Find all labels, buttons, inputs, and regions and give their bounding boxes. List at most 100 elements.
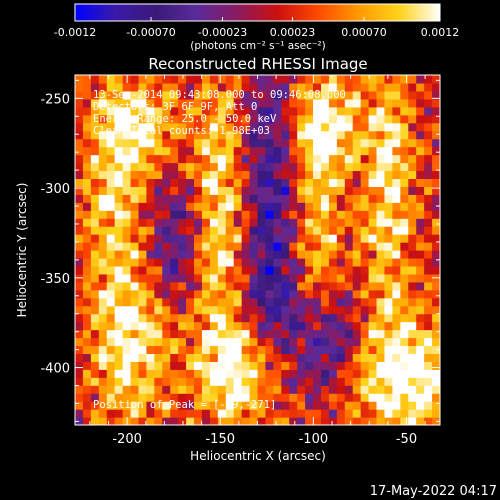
heatmap-cell — [313, 329, 322, 339]
heatmap-cell — [201, 369, 211, 378]
heatmap-cell — [82, 90, 92, 100]
heatmap-cell — [162, 90, 171, 100]
heatmap-cell — [265, 305, 274, 315]
heatmap-cell — [368, 218, 378, 227]
y-axis-label: Heliocentric Y (arcsec) — [15, 183, 29, 318]
heatmap-cell — [376, 297, 386, 307]
heatmap-cell — [209, 210, 219, 219]
heatmap-cell — [360, 257, 370, 267]
heatmap-cell — [424, 250, 433, 259]
heatmap-cell — [178, 321, 187, 331]
heatmap-cell — [328, 417, 338, 425]
heatmap-cell — [424, 377, 433, 386]
heatmap-cell — [186, 218, 195, 227]
heatmap-cell — [75, 257, 84, 267]
heatmap-cell — [424, 138, 433, 148]
heatmap-cell — [241, 289, 251, 299]
heatmap-cell — [344, 82, 354, 92]
heatmap-cell — [106, 90, 116, 100]
heatmap-cell — [400, 154, 409, 164]
heatmap-cell — [297, 138, 306, 148]
heatmap-cell — [146, 281, 155, 291]
heatmap-cell — [344, 242, 354, 251]
heatmap-cell — [368, 361, 378, 370]
heatmap-cell — [368, 337, 378, 347]
heatmap-cell — [257, 393, 267, 402]
heatmap-cell — [416, 218, 425, 227]
heatmap-cell — [297, 186, 306, 195]
heatmap-cell — [281, 242, 290, 251]
heatmap-cell — [233, 305, 243, 315]
heatmap-cell — [352, 329, 362, 339]
heatmap-cell — [82, 409, 92, 418]
heatmap-cell — [154, 218, 163, 227]
heatmap-cell — [289, 313, 298, 323]
heatmap-cell — [114, 305, 124, 315]
heatmap-cell — [257, 265, 267, 275]
heatmap-cell — [376, 154, 386, 164]
heatmap-cell — [114, 401, 124, 410]
heatmap-cell — [392, 250, 401, 259]
heatmap-cell — [162, 210, 171, 219]
heatmap-cell — [114, 178, 124, 187]
heatmap-cell — [138, 210, 148, 219]
heatmap-cell — [368, 257, 378, 267]
heatmap-cell — [209, 218, 219, 227]
heatmap-cell — [178, 210, 187, 219]
heatmap-cell — [305, 130, 314, 140]
heatmap-cell — [82, 186, 92, 195]
heatmap-cell — [257, 273, 267, 283]
heatmap-cell — [376, 130, 386, 140]
heatmap-cell — [138, 313, 148, 323]
heatmap-cell — [82, 82, 92, 92]
heatmap-cell — [194, 202, 203, 211]
heatmap-cell — [289, 385, 298, 394]
heatmap-cell — [297, 218, 306, 227]
heatmap-cell — [106, 114, 116, 124]
heatmap-cell — [138, 226, 148, 235]
heatmap-cell — [233, 377, 243, 386]
heatmap-cell — [352, 218, 362, 227]
heatmap-cell — [376, 170, 386, 179]
heatmap-cell — [328, 409, 338, 418]
heatmap-cell — [249, 361, 259, 370]
heatmap-cell — [265, 345, 274, 354]
heatmap-cell — [98, 401, 108, 410]
heatmap-cell — [416, 409, 425, 418]
heatmap-cell — [162, 353, 171, 362]
heatmap-cell — [336, 305, 346, 315]
heatmap-cell — [146, 250, 155, 259]
heatmap-cell — [170, 265, 179, 275]
heatmap-cell — [368, 202, 378, 211]
heatmap-cell — [384, 345, 393, 354]
heatmap-cell — [336, 385, 346, 394]
heatmap-cell — [416, 202, 425, 211]
heatmap-cell — [170, 138, 179, 148]
heatmap-cell — [82, 281, 92, 291]
heatmap-cell — [146, 273, 155, 283]
heatmap-cell — [328, 194, 338, 203]
heatmap-cell — [233, 265, 243, 275]
heatmap-cell — [194, 337, 203, 347]
heatmap-cell — [336, 218, 346, 227]
heatmap-cell — [336, 162, 346, 172]
heatmap-cell — [305, 417, 314, 425]
heatmap-cell — [90, 273, 100, 283]
heatmap-cell — [138, 265, 148, 275]
heatmap-cell — [241, 250, 251, 259]
colorbar-tick-label: -0.00023 — [198, 26, 247, 39]
heatmap-cell — [432, 329, 440, 339]
heatmap-cell — [130, 114, 140, 124]
heatmap-cell — [106, 138, 116, 148]
heatmap-cell — [392, 401, 401, 410]
colorbar-tick-label: -0.00070 — [126, 26, 175, 39]
heatmap-cell — [289, 154, 298, 164]
heatmap-cell — [106, 361, 116, 370]
x-tick-label: -150 — [205, 432, 235, 447]
heatmap-cell — [217, 305, 227, 315]
heatmap-cell — [154, 162, 163, 172]
heatmap-cell — [336, 401, 346, 410]
heatmap-cell — [98, 202, 108, 211]
heatmap-cell — [194, 345, 203, 354]
heatmap-cell — [400, 353, 409, 362]
